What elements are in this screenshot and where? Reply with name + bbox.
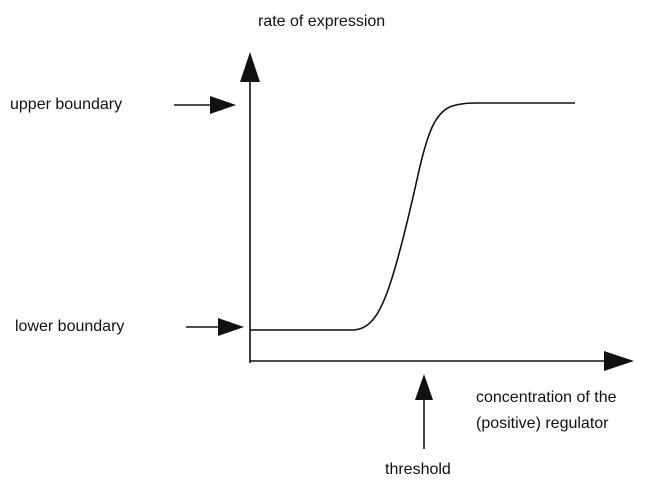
lower-pointer-head <box>218 318 244 336</box>
lower-boundary-label: lower boundary <box>15 318 124 335</box>
response-curve <box>250 102 575 331</box>
x-axis-arrowhead <box>604 351 634 371</box>
x-axis-label-line: concentration of the <box>476 389 617 406</box>
y-axis-arrowhead <box>240 52 260 82</box>
y-axis-label: rate of expression <box>258 13 385 30</box>
threshold-label: threshold <box>385 461 451 478</box>
x-axis-label-line: (positive) regulator <box>476 415 609 432</box>
upper-boundary-label: upper boundary <box>10 96 122 113</box>
upper-pointer-head <box>210 96 236 114</box>
threshold-pointer-head <box>415 374 433 400</box>
